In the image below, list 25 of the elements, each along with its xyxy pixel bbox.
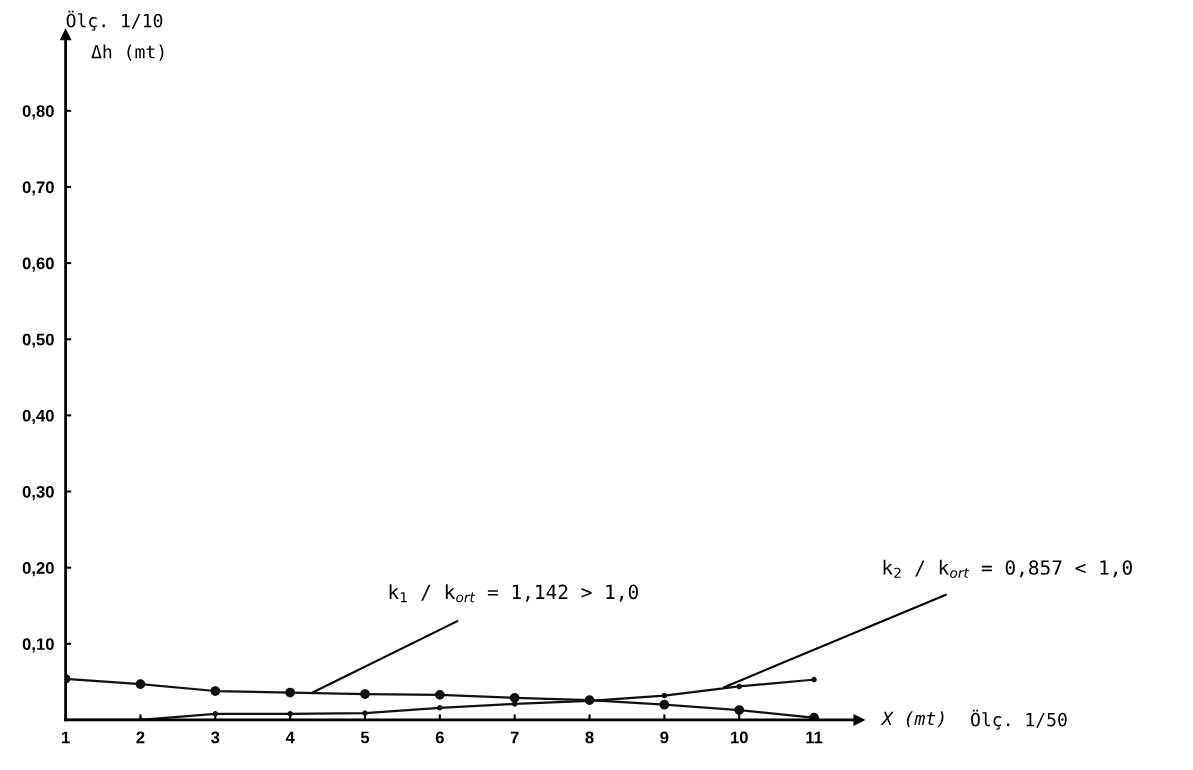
- x-tick-label: 11: [806, 731, 823, 744]
- y-tick-label: 0,70: [22, 181, 54, 196]
- y-tick-label: 0,40: [22, 409, 54, 424]
- x-tick-label: 8: [585, 731, 594, 744]
- annotation: k$_{2}$ / k$_{ort}$ = 0,857 < 1,0: [883, 559, 1132, 578]
- x-tick-label: 10: [730, 731, 748, 744]
- x-axis-title: X (mt): [880, 711, 944, 728]
- x-tick-label: 2: [136, 731, 145, 744]
- x-tick-label: 4: [285, 731, 295, 744]
- y-tick-label: 0,30: [22, 485, 54, 501]
- x-tick-label: 1: [62, 731, 70, 744]
- x-tick-label: 5: [360, 731, 370, 744]
- y-tick-label: 0,20: [22, 562, 54, 577]
- x-tick-label: 9: [660, 731, 669, 744]
- y-tick-label: 0,50: [22, 333, 54, 348]
- x-tick-label: 7: [510, 731, 519, 744]
- text: Ölç. 1/10: [66, 10, 163, 31]
- text: Ölç. 1/50: [971, 709, 1067, 730]
- y-tick-label: 0,10: [22, 638, 54, 653]
- y-tick-label: 0,80: [22, 105, 54, 120]
- y-axis-title: Δh (mt): [91, 44, 164, 61]
- x-tick-label: 6: [435, 731, 444, 744]
- x-tick-label: 3: [211, 731, 220, 744]
- annotation: k$_{1}$ / k$_{ort}$ = 1,142 > 1,0: [389, 584, 638, 603]
- y-tick-label: 0,60: [22, 257, 54, 272]
